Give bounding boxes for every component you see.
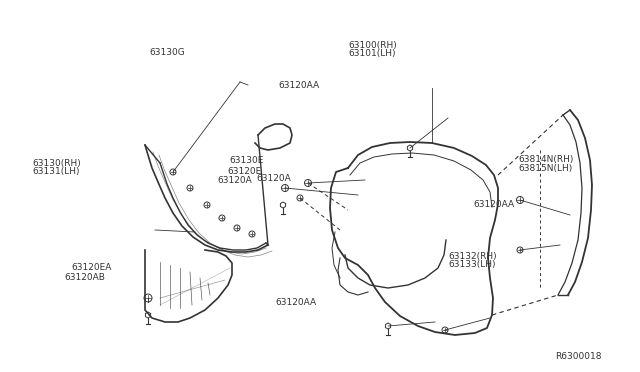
Text: 63120EA: 63120EA xyxy=(72,263,112,272)
Text: 63132(RH): 63132(RH) xyxy=(448,252,497,261)
Text: 63814N(RH): 63814N(RH) xyxy=(518,155,574,164)
Text: 63815N(LH): 63815N(LH) xyxy=(518,164,573,173)
Text: R6300018: R6300018 xyxy=(556,352,602,361)
Text: 63120AA: 63120AA xyxy=(474,200,515,209)
Text: 63120E: 63120E xyxy=(227,167,262,176)
Text: 63130E: 63130E xyxy=(229,156,264,165)
Text: 63120AA: 63120AA xyxy=(275,298,316,307)
Text: 63120A: 63120A xyxy=(218,176,252,185)
Text: 63130G: 63130G xyxy=(149,48,185,57)
Text: 63120A: 63120A xyxy=(256,174,291,183)
Text: 63130(RH): 63130(RH) xyxy=(32,159,81,168)
Text: 63131(LH): 63131(LH) xyxy=(32,167,79,176)
Text: 63120AB: 63120AB xyxy=(64,273,105,282)
Text: 63120AA: 63120AA xyxy=(278,81,319,90)
Text: 63101(LH): 63101(LH) xyxy=(349,49,396,58)
Text: 63133(LH): 63133(LH) xyxy=(448,260,495,269)
Text: 63100(RH): 63100(RH) xyxy=(349,41,397,50)
